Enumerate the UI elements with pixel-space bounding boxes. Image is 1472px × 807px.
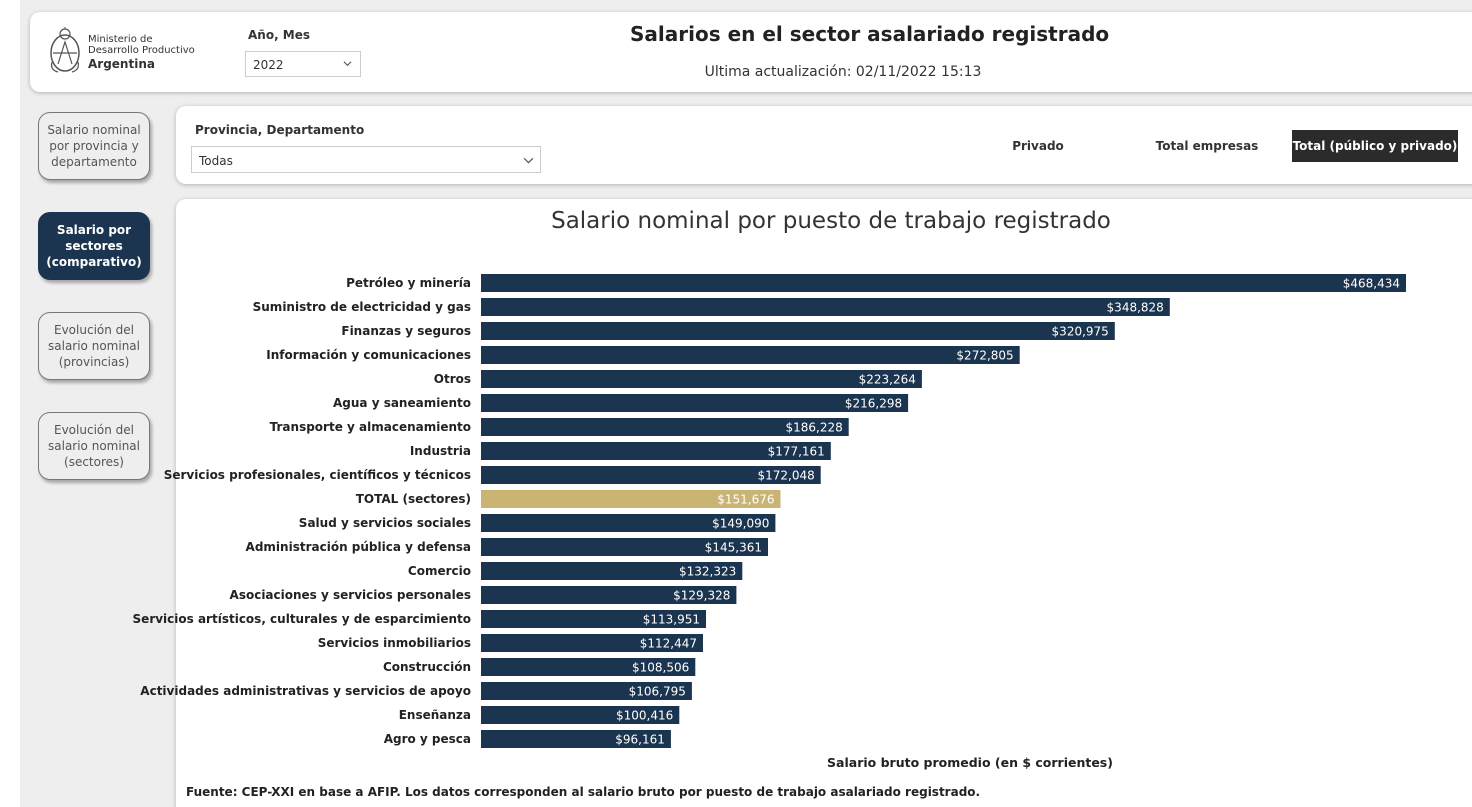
bar-4[interactable] [481,370,922,388]
value-label: $145,361 [705,541,762,555]
value-label: $108,506 [632,661,689,675]
toggle-total-publico-privado[interactable]: Total (público y privado) [1292,130,1458,162]
org-line-2: Desarrollo Productivo [88,45,195,56]
bar-17[interactable] [481,682,692,700]
category-label: Asociaciones y servicios personales [230,588,471,602]
bar-14[interactable] [481,610,706,628]
value-label: $149,090 [712,517,769,531]
nav-label: Evolución del salario nominal (provincia… [48,323,140,369]
bar-6[interactable] [481,418,849,436]
nav-label: Evolución del salario nominal (sectores) [48,423,140,469]
value-label: $172,048 [757,469,814,483]
category-label: Servicios profesionales, científicos y t… [164,468,471,482]
category-label: Industria [410,444,471,458]
nav-evolucion-sectores[interactable]: Evolución del salario nominal (sectores) [38,412,150,480]
bar-16[interactable] [481,658,696,676]
value-label: $112,447 [640,637,697,651]
category-label: Información y comunicaciones [266,348,471,362]
value-label: $223,264 [859,373,916,387]
bar-2[interactable] [481,322,1115,340]
bar-3[interactable] [481,346,1020,364]
bar-12[interactable] [481,562,743,580]
bar-11[interactable] [481,538,768,556]
category-label: Petróleo y minería [346,276,471,290]
chevron-down-icon [523,157,534,164]
toggle-privado[interactable]: Privado [1012,139,1064,153]
category-label: TOTAL (sectores) [356,492,471,506]
period-dropdown[interactable]: 2022 [245,51,361,77]
bar-13[interactable] [481,586,737,604]
province-value: Todas [199,154,233,168]
bar-7[interactable] [481,442,831,460]
period-value: 2022 [253,58,284,72]
value-label: $151,676 [717,493,774,507]
filter-card: Provincia, Departamento Todas Privado To… [176,106,1472,184]
nav-label: Salario por sectores (comparativo) [46,223,142,269]
chart-title: Salario nominal por puesto de trabajo re… [551,208,1111,234]
header-card: Ministerio de Desarrollo Productivo Arge… [30,12,1472,92]
category-label: Actividades administrativas y servicios … [140,684,471,698]
value-label: $468,434 [1343,277,1400,291]
province-dropdown[interactable]: Todas [191,146,541,173]
last-updated: Ultima actualización: 02/11/2022 15:13 [704,64,982,80]
chevron-down-icon [343,61,352,67]
category-label: Servicios inmobiliarios [318,636,471,650]
bar-0[interactable] [481,274,1406,292]
org-line-1: Ministerio de [88,34,153,45]
period-filter-label: Año, Mes [248,28,311,42]
bar-10[interactable] [481,514,776,532]
category-label: Enseñanza [399,708,471,722]
category-label: Suministro de electricidad y gas [253,300,471,314]
bar-1[interactable] [481,298,1170,316]
category-label: Otros [434,372,471,386]
category-label: Agro y pesca [384,732,471,746]
value-label: $132,323 [679,565,736,579]
value-label: $177,161 [768,445,825,459]
nav-salario-provincia[interactable]: Salario nominal por provincia y departam… [38,112,150,180]
nav-evolucion-provincias[interactable]: Evolución del salario nominal (provincia… [38,312,150,380]
value-label: $100,416 [616,709,673,723]
category-label: Salud y servicios sociales [299,516,471,530]
bar-18[interactable] [481,706,680,724]
value-label: $216,298 [845,397,902,411]
value-label: $96,161 [615,733,665,747]
value-label: $129,328 [673,589,730,603]
page-title: Salarios en el sector asalariado registr… [630,22,1110,46]
value-label: $272,805 [956,349,1013,363]
category-label: Finanzas y seguros [341,324,471,338]
coat-of-arms-icon [50,27,80,73]
nav-label: Salario nominal por provincia y departam… [47,123,141,169]
province-filter-label: Provincia, Departamento [195,123,365,137]
bar-9[interactable] [481,490,781,508]
value-label: $348,828 [1107,301,1164,315]
bar-15[interactable] [481,634,703,652]
category-label: Construcción [383,660,471,674]
value-label: $320,975 [1052,325,1109,339]
ministry-logo: Ministerio de Desarrollo Productivo Arge… [48,26,198,78]
bar-8[interactable] [481,466,821,484]
value-label: $113,951 [643,613,700,627]
bar-5[interactable] [481,394,909,412]
bar-19[interactable] [481,730,671,748]
value-label: $186,228 [785,421,842,435]
x-axis-label: Salario bruto promedio (en $ corrientes) [827,755,1113,770]
category-label: Administración pública y defensa [246,540,471,554]
toggle-total-empresas[interactable]: Total empresas [1155,139,1259,153]
nav-salario-sectores[interactable]: Salario por sectores (comparativo) [38,212,150,280]
source-note: Fuente: CEP-XXI en base a AFIP. Los dato… [186,785,981,799]
org-line-3: Argentina [88,57,155,71]
category-label: Agua y saneamiento [333,396,471,410]
value-label: $106,795 [629,685,686,699]
category-label: Comercio [408,564,471,578]
category-label: Transporte y almacenamiento [270,420,471,434]
category-label: Servicios artísticos, culturales y de es… [133,612,471,626]
